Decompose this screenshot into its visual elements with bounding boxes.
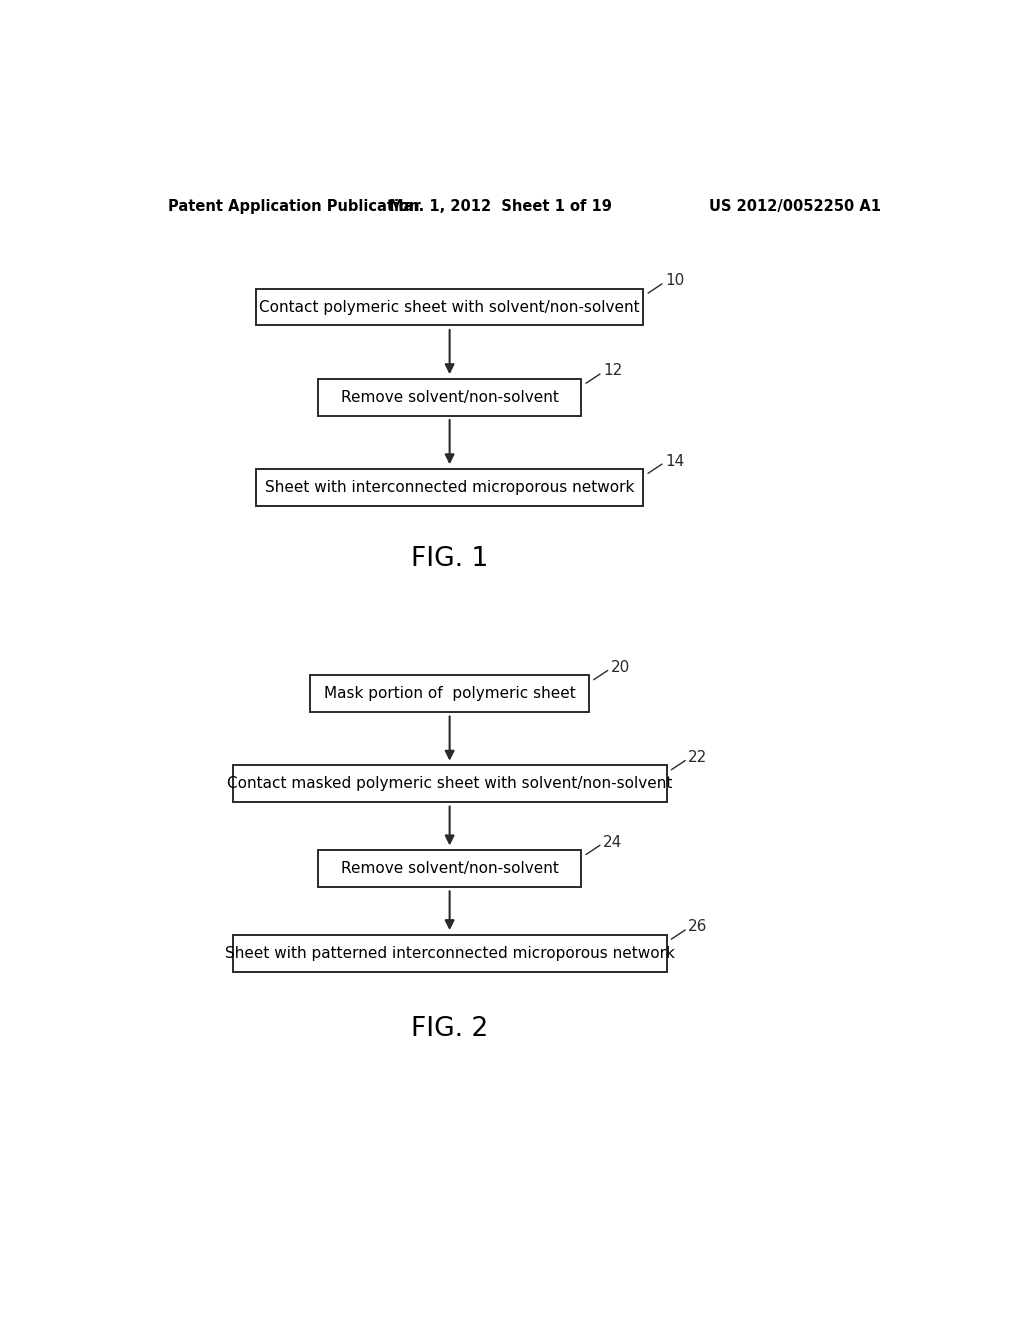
Text: 20: 20 <box>611 660 630 675</box>
Bar <box>317 379 582 416</box>
Bar <box>256 289 643 326</box>
Text: Remove solvent/non-solvent: Remove solvent/non-solvent <box>341 861 558 876</box>
Text: FIG. 2: FIG. 2 <box>411 1015 488 1041</box>
Text: Mask portion of  polymeric sheet: Mask portion of polymeric sheet <box>324 686 575 701</box>
Bar <box>317 850 582 887</box>
Text: Mar. 1, 2012  Sheet 1 of 19: Mar. 1, 2012 Sheet 1 of 19 <box>388 198 611 214</box>
Text: 12: 12 <box>603 363 623 379</box>
Text: 14: 14 <box>665 454 684 469</box>
Text: Sheet with interconnected microporous network: Sheet with interconnected microporous ne… <box>265 479 634 495</box>
Text: US 2012/0052250 A1: US 2012/0052250 A1 <box>710 198 882 214</box>
Text: Contact masked polymeric sheet with solvent/non-solvent: Contact masked polymeric sheet with solv… <box>227 776 673 791</box>
Text: Contact polymeric sheet with solvent/non-solvent: Contact polymeric sheet with solvent/non… <box>259 300 640 314</box>
Text: Remove solvent/non-solvent: Remove solvent/non-solvent <box>341 389 558 405</box>
Text: FIG. 1: FIG. 1 <box>411 545 488 572</box>
Bar <box>310 675 589 711</box>
Text: 24: 24 <box>603 834 623 850</box>
Text: 26: 26 <box>688 919 708 935</box>
Bar <box>256 469 643 506</box>
Bar <box>232 935 667 972</box>
Text: 22: 22 <box>688 750 708 766</box>
Text: Sheet with patterned interconnected microporous network: Sheet with patterned interconnected micr… <box>224 945 675 961</box>
Text: Patent Application Publication: Patent Application Publication <box>168 198 420 214</box>
Text: 10: 10 <box>665 273 684 288</box>
Bar <box>232 766 667 803</box>
